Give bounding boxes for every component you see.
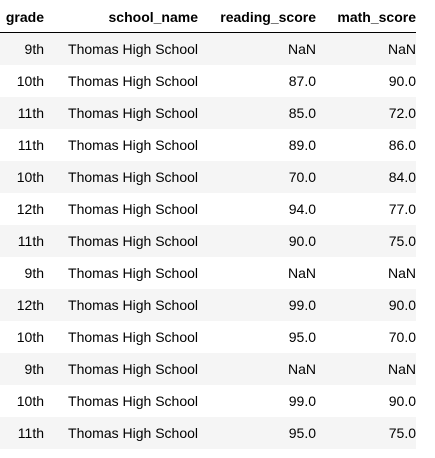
table-row: 11th Thomas High School 85.0 72.0 [0, 97, 416, 129]
cell-reading-score: 87.0 [288, 73, 316, 89]
cell-grade: 10th [16, 329, 44, 345]
cell-school-name: Thomas High School [68, 41, 198, 57]
cell-reading-score: 85.0 [288, 105, 316, 121]
cell-reading-score: 90.0 [288, 233, 316, 249]
cell-math-score: 90.0 [388, 297, 416, 313]
header-row: grade school_name reading_score math_sco… [0, 2, 416, 33]
table-row: 10th Thomas High School 95.0 70.0 [0, 321, 416, 353]
cell-school-name: Thomas High School [68, 105, 198, 121]
cell-math-score: 84.0 [388, 169, 416, 185]
cell-math-score: 90.0 [388, 393, 416, 409]
table-row: 11th Thomas High School 90.0 75.0 [0, 225, 416, 257]
cell-reading-score: 95.0 [288, 329, 316, 345]
cell-reading-score: NaN [287, 361, 316, 377]
column-header-reading-score: reading_score [198, 2, 316, 33]
cell-grade: 10th [16, 393, 44, 409]
cell-reading-score: 99.0 [288, 297, 316, 313]
cell-school-name: Thomas High School [68, 233, 198, 249]
cell-grade: 9th [24, 265, 44, 281]
cell-grade: 11th [17, 137, 44, 153]
cell-school-name: Thomas High School [68, 265, 198, 281]
cell-math-score: NaN [387, 265, 416, 281]
table-row: 9th Thomas High School NaN NaN [0, 353, 416, 385]
cell-math-score: 90.0 [388, 73, 416, 89]
table-row: 11th Thomas High School 95.0 75.0 [0, 417, 416, 449]
cell-grade: 11th [17, 425, 44, 441]
cell-reading-score: 94.0 [288, 201, 316, 217]
column-header-grade: grade [0, 2, 44, 33]
cell-school-name: Thomas High School [68, 169, 198, 185]
cell-reading-score: 95.0 [288, 425, 316, 441]
table-row: 12th Thomas High School 94.0 77.0 [0, 193, 416, 225]
cell-reading-score: 70.0 [288, 169, 316, 185]
cell-grade: 10th [16, 169, 44, 185]
cell-school-name: Thomas High School [68, 393, 198, 409]
cell-school-name: Thomas High School [68, 137, 198, 153]
table-row: 11th Thomas High School 89.0 86.0 [0, 129, 416, 161]
cell-school-name: Thomas High School [68, 425, 198, 441]
table-row: 10th Thomas High School 70.0 84.0 [0, 161, 416, 193]
cell-grade: 11th [17, 233, 44, 249]
cell-school-name: Thomas High School [68, 297, 198, 313]
table-header: grade school_name reading_score math_sco… [0, 2, 416, 33]
cell-school-name: Thomas High School [68, 201, 198, 217]
column-header-school-name: school_name [44, 2, 198, 33]
table-row: 9th Thomas High School NaN NaN [0, 257, 416, 289]
data-table: grade school_name reading_score math_sco… [0, 2, 416, 449]
cell-grade: 12th [16, 297, 44, 313]
cell-math-score: NaN [387, 41, 416, 57]
column-header-math-score: math_score [316, 2, 416, 33]
cell-math-score: 75.0 [388, 233, 416, 249]
cell-math-score: 86.0 [388, 137, 416, 153]
cell-math-score: 75.0 [388, 425, 416, 441]
cell-math-score: 72.0 [388, 105, 416, 121]
cell-reading-score: 99.0 [288, 393, 316, 409]
table-row: 12th Thomas High School 99.0 90.0 [0, 289, 416, 321]
cell-reading-score: NaN [287, 41, 316, 57]
cell-grade: 10th [16, 73, 44, 89]
cell-grade: 9th [24, 361, 44, 377]
table-row: 10th Thomas High School 99.0 90.0 [0, 385, 416, 417]
cell-math-score: 70.0 [388, 329, 416, 345]
cell-reading-score: 89.0 [288, 137, 316, 153]
cell-school-name: Thomas High School [68, 73, 198, 89]
cell-school-name: Thomas High School [68, 361, 198, 377]
cell-grade: 9th [24, 41, 44, 57]
cell-school-name: Thomas High School [68, 329, 198, 345]
table-row: 10th Thomas High School 87.0 90.0 [0, 65, 416, 97]
table-body: 9th Thomas High School NaN NaN 10th Thomas Hi… [0, 32, 416, 449]
cell-grade: 11th [17, 105, 44, 121]
cell-math-score: 77.0 [388, 201, 416, 217]
cell-math-score: NaN [387, 361, 416, 377]
table-row: 9th Thomas High School NaN NaN [0, 32, 416, 65]
cell-grade: 12th [16, 201, 44, 217]
cell-reading-score: NaN [287, 265, 316, 281]
